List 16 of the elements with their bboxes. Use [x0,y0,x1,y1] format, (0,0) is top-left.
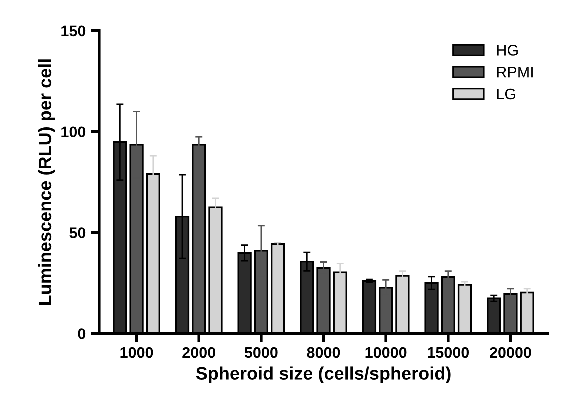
y-tick-label: 0 [78,328,86,340]
x-tick-label: 10000 [366,347,407,358]
x-tick-label: 8000 [307,347,340,358]
y-tick-label: 150 [62,26,86,37]
legend-label: HG [497,45,518,56]
x-tick-label: 2000 [182,347,216,358]
legend-label: LG [497,88,516,100]
y-tick-label: 100 [62,126,86,138]
y-axis-title: Luminescence (RLU) per cell [38,60,56,306]
x-tick-label: 15000 [428,347,470,358]
x-tick-label: 20000 [490,347,532,358]
x-axis-title: Spheroid size (cells/spheroid) [196,366,451,384]
legend-label: RPMI [497,67,533,78]
y-tick-label: 50 [70,228,86,238]
x-tick-label: 1000 [120,347,154,358]
x-tick-label: 5000 [244,347,278,358]
